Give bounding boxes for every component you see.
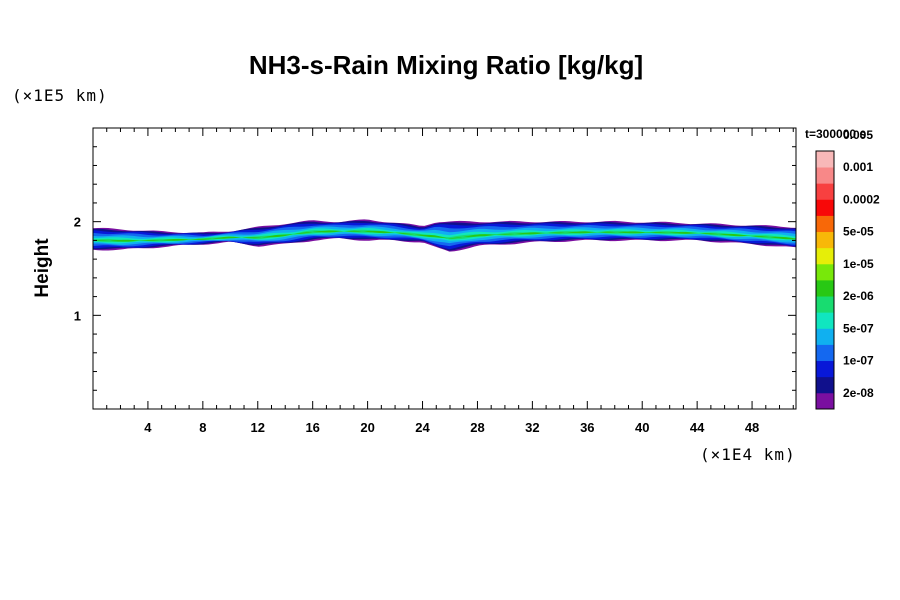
y-tick-label: 2 <box>74 215 81 230</box>
colorbar-swatch <box>816 183 834 200</box>
colorbar-swatch <box>816 344 834 362</box>
colorbar-swatch <box>816 215 834 233</box>
y-tick-label: 1 <box>74 308 81 323</box>
colorbar-label: 1e-05 <box>843 257 874 271</box>
colorbar-label: 0.0002 <box>843 192 880 206</box>
x-tick-label: 16 <box>305 420 319 435</box>
colorbar-swatch <box>816 296 834 313</box>
chart-title: NH3-s-Rain Mixing Ratio [kg/kg] <box>249 50 643 80</box>
colorbar-swatch <box>816 280 834 297</box>
colorbar-label: 1e-07 <box>843 354 874 368</box>
colorbar-label: 0.001 <box>843 160 873 174</box>
x-unit-label: (×1E4 km) <box>700 445 796 464</box>
colorbar-swatch <box>816 360 834 378</box>
colorbar-swatch <box>816 392 834 410</box>
colorbar-label: 5e-05 <box>843 225 874 239</box>
colorbar: 2e-08 1e-07 5e-07 2e-06 1e-05 5e-05 0.0002 0.00… <box>815 128 880 410</box>
x-tick-label: 40 <box>635 420 649 435</box>
x-tick-label: 36 <box>580 420 594 435</box>
colorbar-swatch <box>816 328 834 345</box>
colorbar-swatch <box>816 151 834 168</box>
x-tick-label: 20 <box>360 420 374 435</box>
colorbar-swatch <box>816 263 834 281</box>
colorbar-swatch <box>816 199 834 216</box>
x-axis: 4 8 12 16 20 24 28 32 36 40 44 48 <box>106 128 794 435</box>
x-tick-label: 4 <box>144 420 152 435</box>
time-label: t=300000 s <box>805 127 866 141</box>
x-tick-label: 8 <box>199 420 206 435</box>
x-tick-label: 32 <box>525 420 539 435</box>
y-axis: 12 <box>74 146 796 391</box>
colorbar-swatch <box>816 231 834 249</box>
x-tick-label: 28 <box>470 420 484 435</box>
colorbar-swatch <box>816 376 834 394</box>
x-tick-label: 48 <box>745 420 759 435</box>
colorbar-swatch <box>816 312 834 329</box>
y-axis-label: Height <box>32 238 53 298</box>
x-tick-label: 44 <box>690 420 705 435</box>
colorbar-swatch <box>816 247 834 265</box>
y-unit-label: (×1E5 km) <box>12 86 108 105</box>
mixing-ratio-field <box>93 219 796 252</box>
colorbar-label: 2e-06 <box>843 289 874 303</box>
colorbar-frame <box>815 150 835 410</box>
colorbar-label: 0.005 <box>843 128 873 142</box>
colorbar-label: 5e-07 <box>843 321 874 335</box>
colorbar-label: 2e-08 <box>843 386 874 400</box>
x-tick-label: 24 <box>415 420 430 435</box>
colorbar-swatch <box>816 167 834 184</box>
x-tick-label: 12 <box>251 420 265 435</box>
field-band <box>93 229 796 243</box>
plot-frame <box>92 127 797 410</box>
